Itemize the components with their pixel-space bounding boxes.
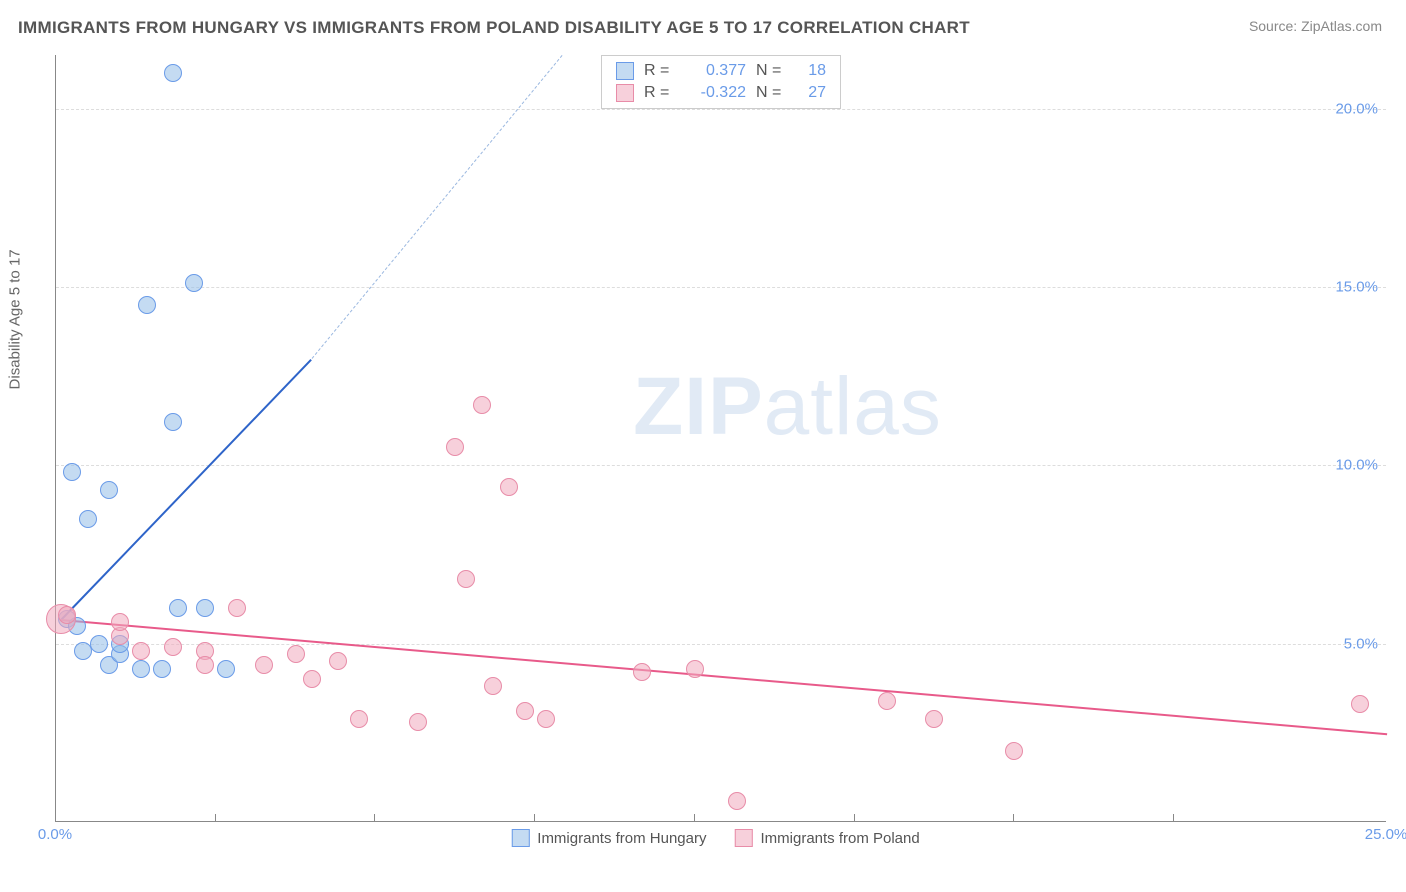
gridline: [56, 109, 1386, 110]
source-label: Source: ZipAtlas.com: [1249, 18, 1382, 34]
xtick-mark: [215, 814, 216, 822]
r-label: R =: [644, 84, 674, 102]
correlation-legend: R = 0.377 N = 18 R = -0.322 N = 27: [601, 55, 841, 109]
data-point: [728, 792, 746, 810]
trend-line: [61, 359, 313, 621]
data-point: [132, 642, 150, 660]
legend-swatch: [616, 62, 634, 80]
data-point: [90, 635, 108, 653]
gridline: [56, 644, 1386, 645]
trend-line: [61, 619, 1387, 735]
xtick-label: 0.0%: [38, 826, 72, 843]
data-point: [111, 613, 129, 631]
ytick-label: 5.0%: [1344, 635, 1378, 652]
ytick-label: 10.0%: [1335, 457, 1378, 474]
data-point: [878, 692, 896, 710]
ytick-label: 20.0%: [1335, 100, 1378, 117]
data-point: [169, 599, 187, 617]
data-point: [138, 296, 156, 314]
xtick-mark: [694, 814, 695, 822]
data-point: [63, 463, 81, 481]
series-legend: Immigrants from Hungary Immigrants from P…: [511, 829, 919, 847]
data-point: [287, 645, 305, 663]
legend-row: R = -0.322 N = 27: [616, 82, 826, 104]
watermark: ZIPatlas: [633, 360, 942, 454]
data-point: [537, 710, 555, 728]
legend-label: Immigrants from Poland: [760, 830, 919, 847]
data-point: [164, 638, 182, 656]
r-label: R =: [644, 62, 674, 80]
data-point: [185, 274, 203, 292]
data-point: [446, 438, 464, 456]
data-point: [409, 713, 427, 731]
r-value: -0.322: [684, 84, 746, 102]
gridline: [56, 465, 1386, 466]
data-point: [516, 702, 534, 720]
xtick-mark: [1013, 814, 1014, 822]
data-point: [686, 660, 704, 678]
legend-item: Immigrants from Poland: [734, 829, 919, 847]
data-point: [1005, 742, 1023, 760]
legend-label: Immigrants from Hungary: [537, 830, 706, 847]
data-point: [196, 656, 214, 674]
legend-swatch: [616, 84, 634, 102]
data-point: [58, 606, 76, 624]
n-value: 18: [796, 62, 826, 80]
data-point: [1351, 695, 1369, 713]
data-point: [329, 652, 347, 670]
data-point: [79, 510, 97, 528]
legend-item: Immigrants from Hungary: [511, 829, 706, 847]
data-point: [633, 663, 651, 681]
page-title: IMMIGRANTS FROM HUNGARY VS IMMIGRANTS FR…: [18, 18, 970, 38]
data-point: [925, 710, 943, 728]
plot-area: ZIPatlas R = 0.377 N = 18 R = -0.322 N = 27 5.0…: [55, 55, 1386, 822]
n-label: N =: [756, 84, 786, 102]
y-axis-label: Disability Age 5 to 17: [7, 249, 24, 389]
data-point: [132, 660, 150, 678]
data-point: [228, 599, 246, 617]
correlation-chart: Disability Age 5 to 17 ZIPatlas R =0.377…: [45, 55, 1386, 847]
n-label: N =: [756, 62, 786, 80]
data-point: [153, 660, 171, 678]
data-point: [164, 413, 182, 431]
xtick-mark: [854, 814, 855, 822]
data-point: [500, 478, 518, 496]
ytick-label: 15.0%: [1335, 278, 1378, 295]
data-point: [100, 481, 118, 499]
legend-swatch: [734, 829, 752, 847]
data-point: [303, 670, 321, 688]
xtick-mark: [1173, 814, 1174, 822]
legend-swatch: [511, 829, 529, 847]
xtick-mark: [374, 814, 375, 822]
n-value: 27: [796, 84, 826, 102]
gridline: [56, 287, 1386, 288]
data-point: [473, 396, 491, 414]
trend-line-dashed: [311, 55, 562, 359]
data-point: [350, 710, 368, 728]
xtick-label: 25.0%: [1365, 826, 1406, 843]
xtick-mark: [534, 814, 535, 822]
data-point: [217, 660, 235, 678]
data-point: [457, 570, 475, 588]
r-value: 0.377: [684, 62, 746, 80]
data-point: [196, 599, 214, 617]
legend-row: R = 0.377 N = 18: [616, 60, 826, 82]
data-point: [164, 64, 182, 82]
data-point: [255, 656, 273, 674]
data-point: [484, 677, 502, 695]
